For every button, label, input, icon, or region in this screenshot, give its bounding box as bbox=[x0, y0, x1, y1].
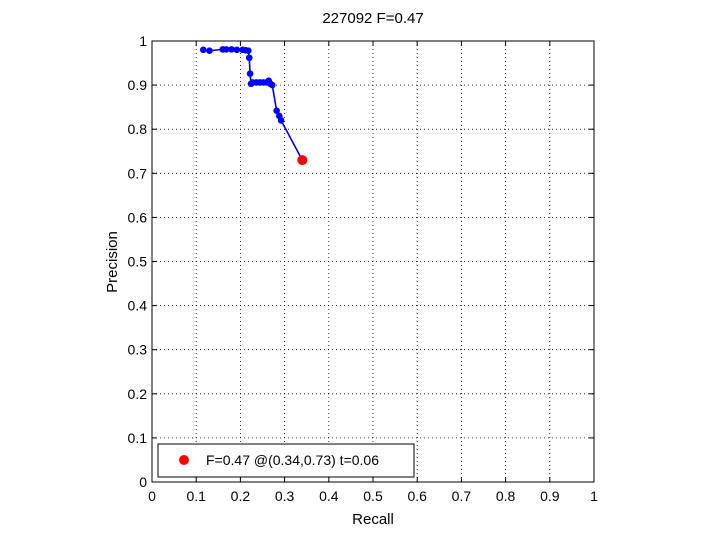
pr-curve-point bbox=[228, 46, 235, 53]
x-tick-label: 1 bbox=[590, 488, 598, 504]
y-tick-label: 0.1 bbox=[128, 430, 148, 446]
y-tick-label: 1 bbox=[139, 33, 147, 49]
x-tick-label: 0.2 bbox=[231, 488, 251, 504]
x-tick-label: 0.8 bbox=[496, 488, 516, 504]
y-tick-label: 0.5 bbox=[128, 254, 148, 270]
pr-curve-point bbox=[277, 117, 285, 124]
x-tick-label: 0.9 bbox=[540, 488, 560, 504]
legend-marker bbox=[179, 455, 189, 465]
pr-curve-point bbox=[245, 54, 253, 62]
x-tick-label: 0.4 bbox=[319, 488, 339, 504]
y-tick-label: 0.7 bbox=[128, 165, 148, 181]
y-tick-label: 0.2 bbox=[128, 386, 148, 402]
pr-curve-point bbox=[222, 46, 230, 53]
legend: F=0.47 @(0.34,0.73) t=0.06 bbox=[157, 443, 415, 478]
y-axis-label: Precision bbox=[104, 231, 121, 293]
x-axis-label: Recall bbox=[352, 511, 394, 528]
pr-curve-point bbox=[268, 81, 276, 89]
x-tick-label: 0 bbox=[148, 488, 156, 504]
chart-title: 227092 F=0.47 bbox=[322, 10, 423, 27]
x-tick-label: 0.5 bbox=[363, 488, 383, 504]
y-tick-label: 0.6 bbox=[128, 209, 148, 225]
pr-curve-point bbox=[206, 47, 213, 55]
legend-label: F=0.47 @(0.34,0.73) t=0.06 bbox=[206, 452, 379, 468]
y-tick-label: 0.4 bbox=[128, 298, 148, 314]
pr-curve-point bbox=[199, 46, 207, 54]
pr-curve-point bbox=[245, 47, 252, 55]
pr-curve-point bbox=[233, 46, 241, 54]
x-tick-label: 0.7 bbox=[452, 488, 472, 504]
best-f-point bbox=[297, 155, 308, 166]
legend-box bbox=[157, 443, 415, 478]
y-tick-label: 0.3 bbox=[128, 342, 148, 358]
y-tick-label: 0 bbox=[139, 474, 147, 490]
pr-curve-point bbox=[273, 107, 280, 114]
x-tick-label: 0.1 bbox=[186, 488, 206, 504]
grid bbox=[152, 41, 594, 482]
y-tick-label: 0.9 bbox=[128, 77, 148, 93]
y-tick-label: 0.8 bbox=[128, 121, 148, 137]
x-tick-label: 0.6 bbox=[407, 488, 427, 504]
data-series bbox=[199, 46, 308, 166]
axis-ticks: 0 0.1 0.2 0.3 0.4 0.5 0.6 0.7 0.8 0.9 1 0 0.1 0.2 0.3 0… bbox=[128, 33, 599, 504]
x-tick-label: 0.3 bbox=[275, 488, 295, 504]
pr-curve-point bbox=[246, 70, 254, 77]
